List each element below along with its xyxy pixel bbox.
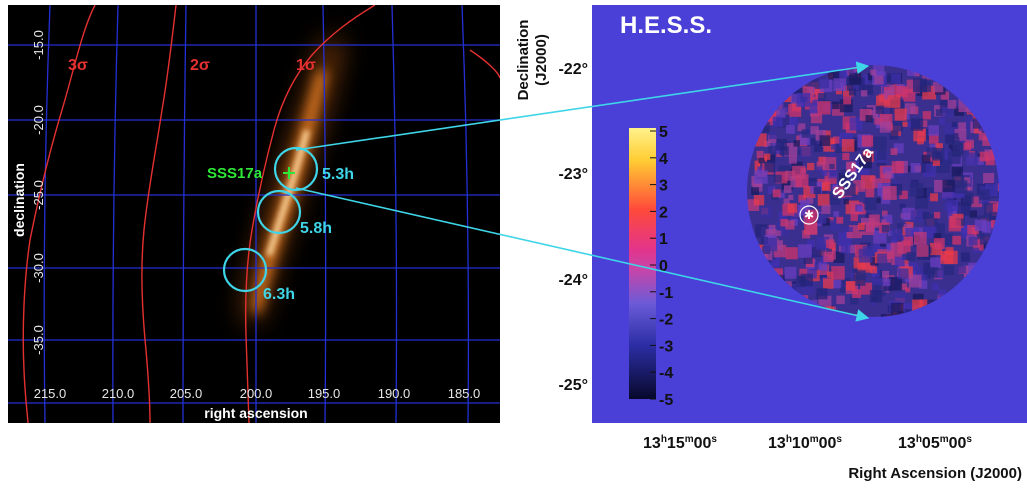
colorbar-tick-label: 0 xyxy=(659,258,668,275)
connector-arrow-top xyxy=(295,61,870,151)
ra-tick-label: 190.0 xyxy=(378,386,411,401)
left-xlabel: right ascension xyxy=(204,405,307,421)
source-position-circle xyxy=(799,205,819,225)
colorbar-tick-label: -1 xyxy=(659,285,673,302)
right-ra-tick-label: 13h05m00s xyxy=(898,434,972,452)
pointing-circle xyxy=(222,247,268,293)
pointing-label: 5.3h xyxy=(322,166,354,183)
dec-tick-label: -15.0 xyxy=(31,30,46,60)
ra-tick-labels: 215.0 210.0 205.0 200.0 195.0 190.0 185.… xyxy=(34,386,481,401)
right-dec-tick-label: -23° xyxy=(558,166,588,183)
colorbar-tick-label: 2 xyxy=(659,204,668,221)
ra-tick-label: 210.0 xyxy=(102,386,135,401)
dec-tick-label: -20.0 xyxy=(31,105,46,135)
contour-2sigma xyxy=(141,5,177,423)
ra-tick-label: 215.0 xyxy=(34,386,67,401)
ra-tick-label: 205.0 xyxy=(170,386,203,401)
pointing-label: 5.8h xyxy=(300,220,332,237)
contour-1sigma xyxy=(244,5,376,423)
sigma-contours xyxy=(22,5,500,423)
right-dec-tick-label: -22° xyxy=(558,61,588,78)
right-dec-tick-label: -24° xyxy=(558,272,588,289)
colorbar-tick-label: 4 xyxy=(659,151,668,168)
hess-title: H.E.S.S. xyxy=(620,12,712,39)
asterisk-icon: ✱ xyxy=(804,208,814,222)
right-dec-tick-label: -25° xyxy=(558,377,588,394)
right-ra-tick-label: 13h10m00s xyxy=(768,434,842,452)
colorbar-tick-label: -5 xyxy=(659,392,673,409)
ra-tick-label: 195.0 xyxy=(308,386,341,401)
colorbar-tick-label: -2 xyxy=(659,312,673,329)
left-map-background xyxy=(8,5,500,423)
ra-tick-label: 200.0 xyxy=(240,386,273,401)
contour-3sigma xyxy=(22,5,96,423)
right-ra-tick-label: 13h15m00s xyxy=(643,434,717,452)
colorbar-tick-label: -3 xyxy=(659,338,673,355)
ra-tick-label: 185.0 xyxy=(448,386,481,401)
coordinate-grid xyxy=(8,5,500,423)
right-xlabel: Right Ascension (J2000) xyxy=(848,465,1022,482)
colorbar-tick-label: -4 xyxy=(659,365,673,382)
source-label: SSS17a xyxy=(207,165,263,182)
dec-tick-label: -30.0 xyxy=(31,253,46,283)
contour-label-3sigma: 3σ xyxy=(68,57,88,74)
contour-label-2sigma: 2σ xyxy=(190,57,210,74)
contour-label-1sigma: 1σ xyxy=(296,57,316,74)
connector-arrow-bottom xyxy=(295,187,870,322)
source-cross-marker xyxy=(283,167,295,179)
right-ylabel-line1: Declination xyxy=(515,20,532,101)
colorbar-tick-label: 5 xyxy=(659,124,668,141)
pointing-circle xyxy=(273,146,319,192)
dec-tick-labels: -15.0 -20.0 -25.0 -30.0 -35.0 xyxy=(31,30,46,355)
contour-1sigma-outer xyxy=(469,49,500,79)
left-ylabel: declination xyxy=(11,163,27,237)
dec-tick-label: -25.0 xyxy=(31,180,46,210)
dec-tick-label: -35.0 xyxy=(31,325,46,355)
colorbar-tick-labels: 5 4 3 2 1 0 -1 -2 -3 -4 -5 xyxy=(650,124,673,409)
pointing-circle xyxy=(256,189,302,235)
colorbar xyxy=(629,128,656,399)
colorbar-tick-label: 3 xyxy=(659,178,668,195)
pointing-label: 6.3h xyxy=(263,286,295,303)
right-ylabel-line2: (J2000) xyxy=(533,34,550,86)
hess-pointings xyxy=(222,146,319,293)
colorbar-tick-label: 1 xyxy=(659,231,668,248)
right-ra-tick-labels: 13h15m00s 13h10m00s 13h05m00s xyxy=(643,434,972,452)
zoom-connectors xyxy=(295,61,870,322)
left-skymap: 3σ 2σ 1σ -15.0 -20.0 -25.0 -30.0 -35.0 d… xyxy=(8,5,500,423)
right-dec-tick-labels: -22° -23° -24° -25° xyxy=(558,61,588,394)
